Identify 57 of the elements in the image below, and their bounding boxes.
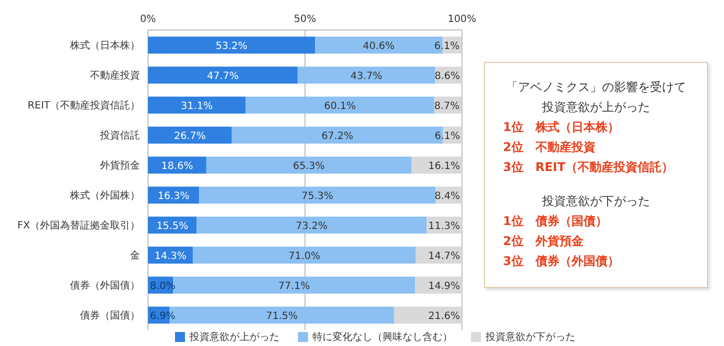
- text: 16.3%: [158, 191, 190, 202]
- bar: [246, 96, 434, 114]
- legend-label: 投資意欲が下がった: [486, 330, 576, 344]
- legend-label: 投資意欲が上がった: [190, 330, 280, 344]
- y-tick-label: 外貨預金: [100, 160, 140, 172]
- bar: [148, 36, 316, 54]
- y-tick-label: 株式（日本株）: [69, 40, 140, 52]
- text: 8.4%: [434, 191, 460, 202]
- y-tick-label: 債券（国債）: [80, 310, 140, 322]
- text: 71.0%: [288, 251, 320, 262]
- y-tick-label: REIT（不動産投資信託）: [28, 100, 140, 112]
- text: 14.7%: [428, 251, 460, 262]
- legend-label: 特に変化なし（興味なし含む）: [312, 330, 452, 344]
- note-card: 「アベノミクス」の影響を受けて 投資意欲が上がった 1位 株式（日本株） 2位 不動産投資 3位 REIT（不動産投資信託） 投資意欲が下がった 1位 債券（国債） 2位 外貨預金 3位 債券（外国債）: [484, 62, 708, 288]
- text: 15.5%: [156, 221, 188, 232]
- x-tick-label: 100%: [448, 14, 476, 25]
- text: 8.7%: [434, 101, 460, 112]
- text: 31.1%: [180, 101, 213, 112]
- y-tick-label: 投資信託: [99, 130, 140, 142]
- bar: [148, 126, 232, 144]
- text: 75.3%: [302, 191, 334, 202]
- bar: [173, 276, 416, 294]
- text: 71.5%: [266, 311, 298, 322]
- text: 6.1%: [434, 131, 460, 142]
- text: 43.7%: [350, 71, 382, 82]
- text: 14.3%: [154, 251, 186, 262]
- bar: [148, 96, 246, 114]
- bar: [298, 66, 435, 84]
- text: 14.9%: [428, 281, 460, 292]
- text: 47.7%: [207, 71, 239, 82]
- text: 53.2%: [216, 41, 248, 52]
- text: 11.3%: [428, 221, 460, 232]
- x-tick-label: 0%: [140, 14, 156, 25]
- text: 73.2%: [296, 221, 328, 232]
- text: 67.2%: [321, 131, 354, 142]
- text: 6.1%: [434, 41, 460, 52]
- text: 40.6%: [362, 41, 395, 52]
- text: 60.1%: [324, 101, 356, 112]
- bar: [192, 246, 416, 264]
- bar: [394, 306, 462, 324]
- text: 8.6%: [434, 71, 460, 82]
- y-tick-label: 不動産投資: [90, 70, 140, 82]
- text: 26.7%: [174, 131, 206, 142]
- bar: [206, 156, 412, 174]
- text: 21.6%: [428, 311, 460, 322]
- y-tick-label: 債券（外国債）: [70, 280, 140, 292]
- y-tick-label: 金: [130, 250, 140, 262]
- text: 77.1%: [278, 281, 310, 292]
- y-tick-label: FX（外国為替証拠金取引）: [17, 220, 140, 232]
- text: 65.3%: [293, 161, 325, 172]
- text: 16.1%: [428, 161, 460, 172]
- text: 18.6%: [161, 161, 194, 172]
- bar: [196, 216, 427, 234]
- x-tick-label: 50%: [294, 14, 316, 25]
- y-tick-label: 株式（外国株）: [69, 190, 140, 202]
- bar: [148, 66, 298, 84]
- bar: [199, 186, 436, 204]
